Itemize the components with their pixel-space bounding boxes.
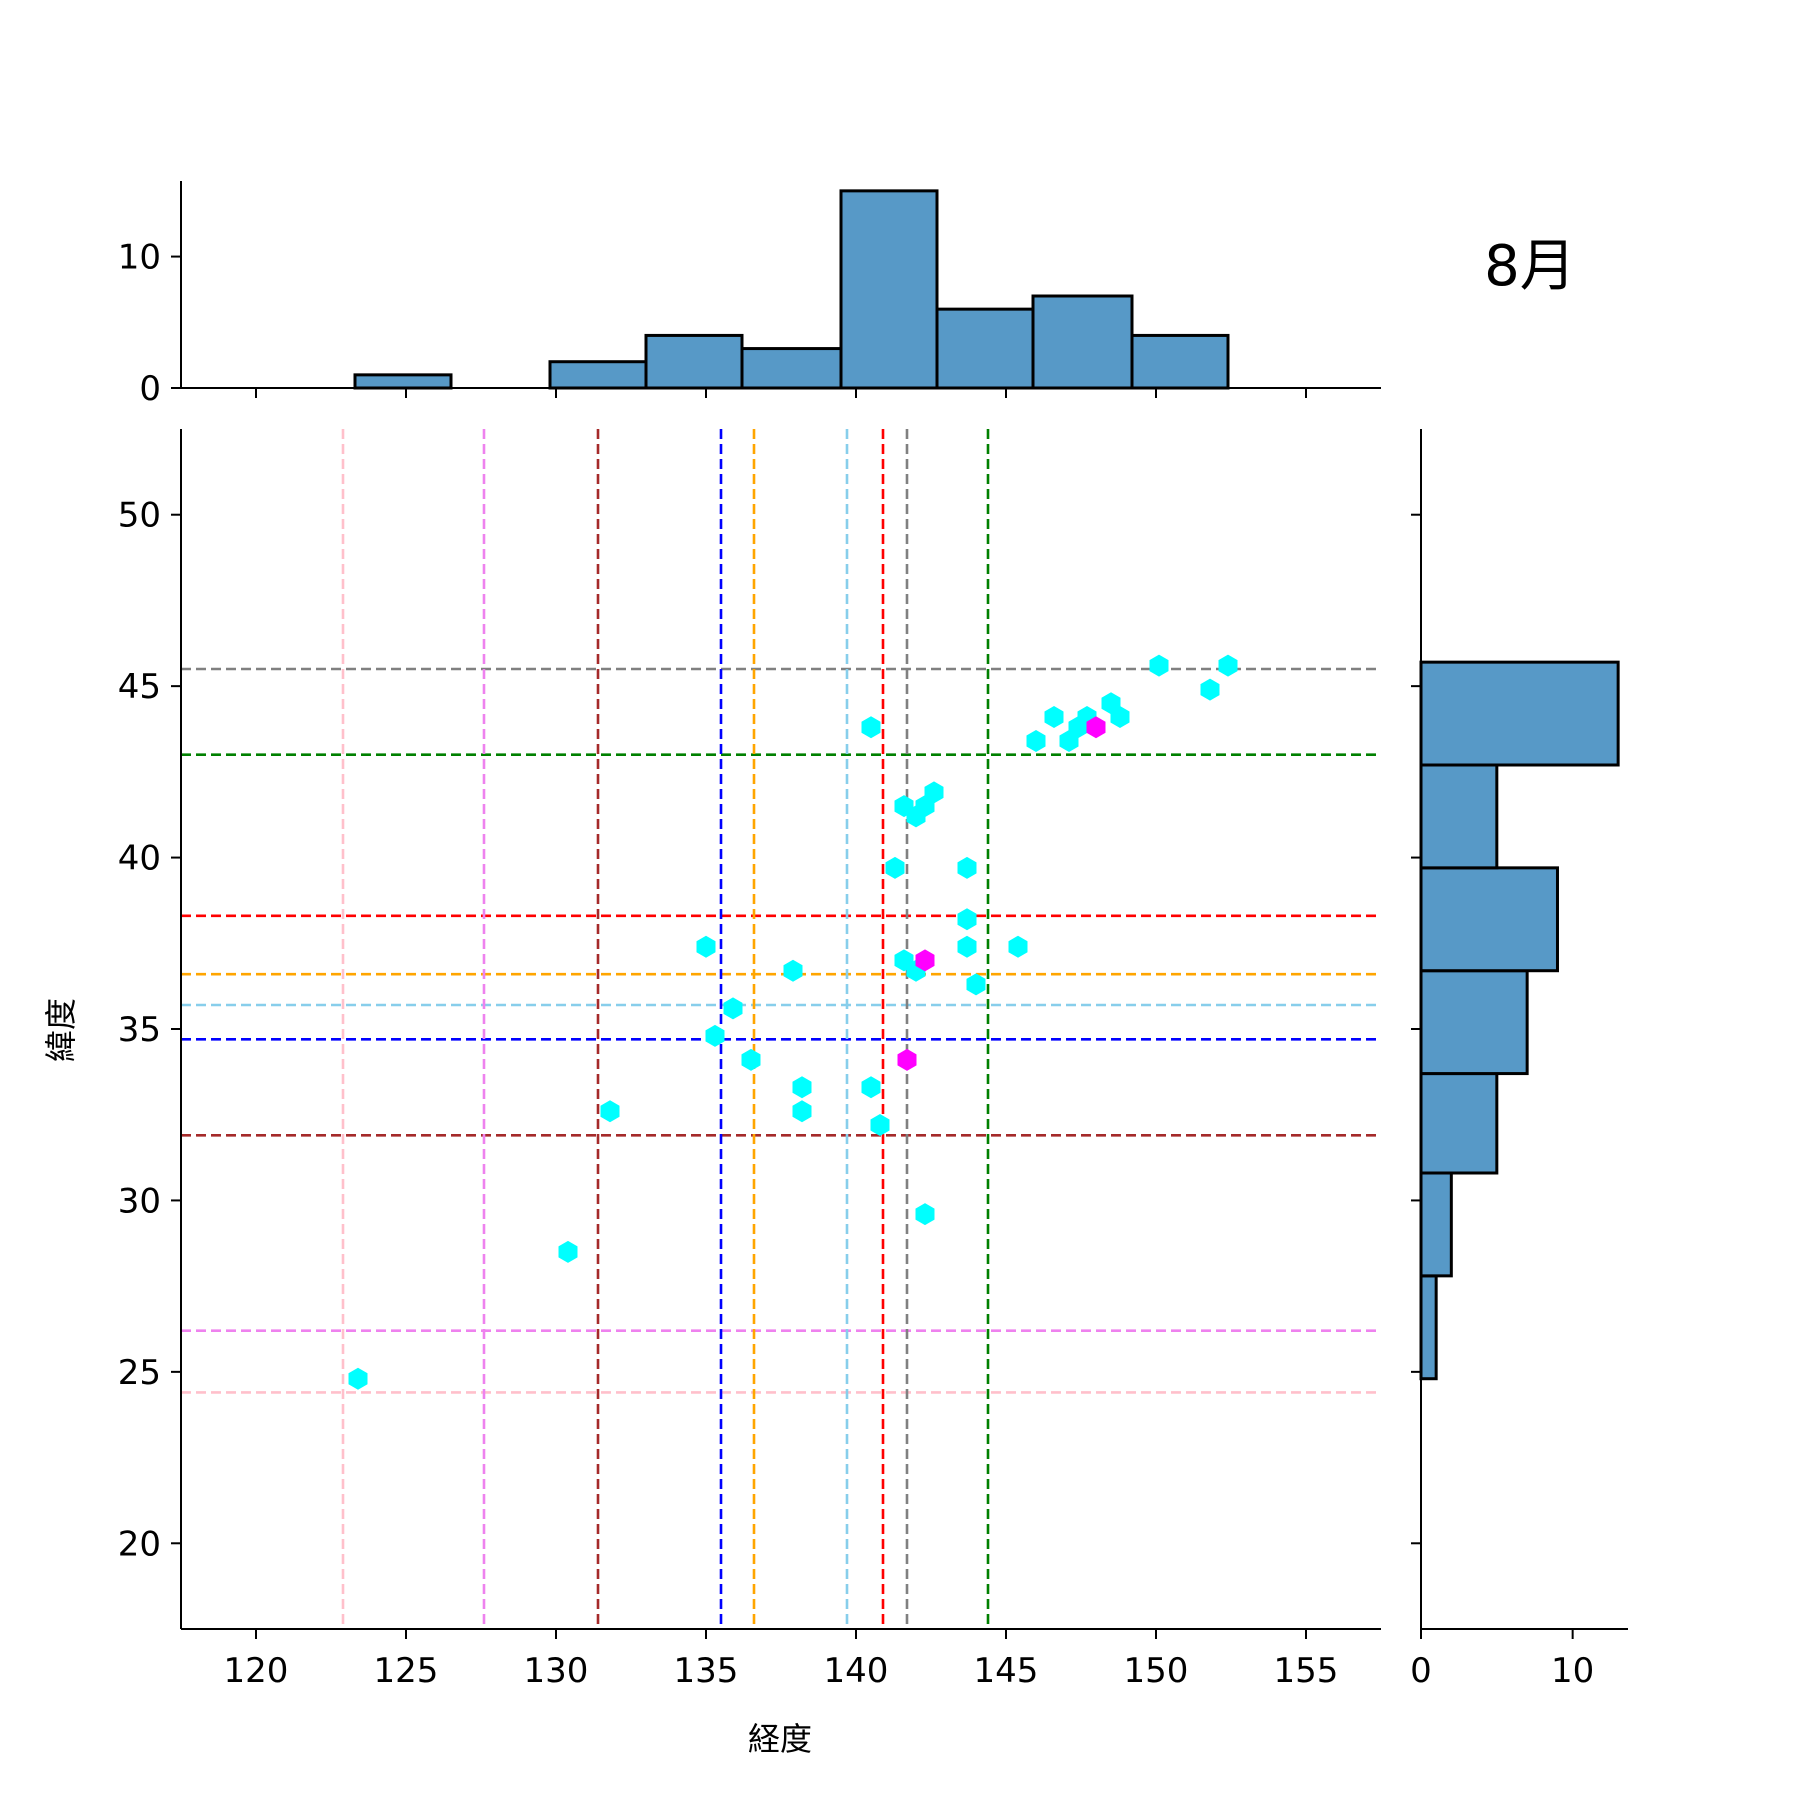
highlight-point: [1086, 716, 1106, 739]
x-axis-title: 経度: [748, 1720, 812, 1758]
scatter-point: [1026, 730, 1046, 752]
scatter-point: [1044, 706, 1064, 728]
scatter-point: [723, 997, 743, 1020]
longitude-hist-bar: [353, 373, 453, 390]
month-label: 8月: [1484, 234, 1576, 299]
scatter-point: [792, 1076, 812, 1099]
scatter-point: [957, 935, 977, 958]
latitude-hist-bar: [1419, 1171, 1453, 1278]
scatter-point: [741, 1048, 761, 1071]
longitude-hist-bar: [935, 307, 1035, 390]
scatter-point: [924, 781, 944, 804]
scatter-point: [1200, 678, 1220, 701]
longitude-hist-bar: [1130, 333, 1230, 390]
latitude-hist-bar: [1419, 866, 1559, 973]
x-tick-label: 120: [224, 1651, 289, 1691]
scatter-point: [792, 1100, 812, 1123]
scatter-point: [1110, 706, 1130, 728]
right-hist-x-tick-label: 0: [1410, 1651, 1432, 1691]
scatter-point: [558, 1240, 578, 1263]
top-hist-y-tick-label: 0: [139, 369, 161, 409]
longitude-hist-bar: [548, 360, 648, 390]
longitude-hist-bar: [1031, 294, 1134, 390]
scatter-point: [957, 856, 977, 879]
scatter-points: [348, 654, 1238, 1390]
y-tick-label: 25: [118, 1353, 161, 1393]
highlight-point: [897, 1048, 917, 1071]
y-tick-label: 45: [118, 667, 161, 707]
horizontal-reference-lines: [181, 667, 1381, 1394]
latitude-histogram: 0 10: [1410, 429, 1628, 1691]
main-axes: 120 125 130 135 140 145 150 155 20 25 30 35 40 45 50: [118, 429, 1381, 1691]
vertical-reference-lines: [341, 429, 990, 1629]
x-tick-label: 130: [524, 1651, 589, 1691]
scatter-point: [861, 716, 881, 739]
scatter-point: [957, 908, 977, 931]
scatter-point: [915, 1203, 935, 1226]
x-tick-label: 125: [374, 1651, 439, 1691]
highlight-point: [915, 949, 935, 972]
latitude-hist-bar: [1419, 1274, 1438, 1381]
y-tick-label: 35: [118, 1010, 161, 1050]
x-tick-label: 145: [974, 1651, 1039, 1691]
latitude-hist-bar: [1419, 660, 1620, 767]
scatter-point: [1149, 654, 1169, 677]
scatter-point: [966, 973, 986, 996]
scatter-point: [600, 1100, 620, 1123]
x-tick-label: 150: [1124, 1651, 1189, 1691]
scatter-point: [705, 1024, 725, 1047]
y-tick-label: 30: [118, 1181, 161, 1221]
y-tick-label: 50: [118, 496, 161, 536]
x-tick-label: 135: [674, 1651, 739, 1691]
scatter-point: [348, 1367, 368, 1390]
longitude-hist-bar: [644, 333, 744, 390]
latitude-hist-bar: [1419, 969, 1529, 1076]
y-tick-label: 40: [118, 839, 161, 879]
longitude-hist-bar: [740, 347, 843, 390]
scatter-point: [696, 935, 716, 958]
right-hist-x-tick-label: 10: [1551, 1651, 1594, 1691]
scatter-point: [783, 959, 803, 982]
latitude-hist-bar: [1419, 763, 1499, 870]
x-tick-label: 140: [824, 1651, 889, 1691]
scatter-point: [885, 856, 905, 879]
scatter-panel: 120 125 130 135 140 145 150 155 20 25 30 35 40 45 50: [118, 429, 1381, 1691]
y-axis-title: 緯度: [42, 998, 80, 1062]
scatter-point: [861, 1076, 881, 1099]
scatter-point: [1218, 654, 1238, 677]
latitude-hist-bar: [1419, 1072, 1499, 1175]
longitude-histogram: 0 10: [118, 181, 1381, 409]
longitude-hist-bar: [839, 189, 939, 390]
top-hist-y-tick-label: 10: [118, 238, 161, 278]
x-tick-label: 155: [1274, 1651, 1339, 1691]
scatter-point: [1008, 935, 1028, 958]
scatter-point: [870, 1114, 890, 1136]
y-tick-label: 20: [118, 1524, 161, 1564]
